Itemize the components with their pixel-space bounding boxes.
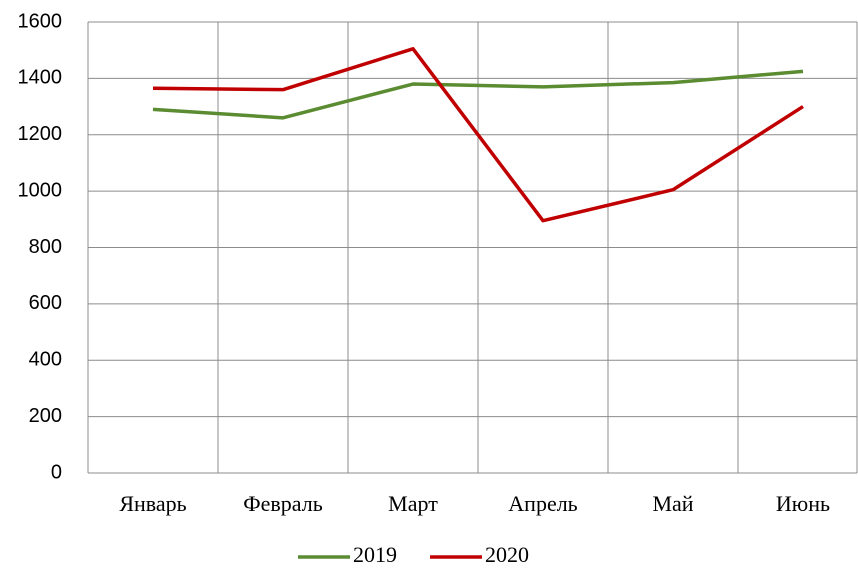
legend-label: 2019: [353, 542, 397, 567]
y-tick-label: 1000: [18, 179, 63, 201]
series-line: [152, 47, 804, 223]
y-tick-label: 1200: [18, 123, 63, 145]
y-tick-label: 400: [29, 349, 62, 371]
y-tick-label: 600: [29, 292, 62, 314]
x-tick-label: Январь: [119, 491, 186, 516]
legend-label: 2020: [485, 542, 529, 567]
y-tick-label: 200: [29, 405, 62, 427]
y-tick-label: 800: [29, 236, 62, 258]
x-tick-label: Май: [652, 491, 693, 516]
y-tick-label: 0: [51, 461, 62, 483]
x-tick-label: Июнь: [776, 491, 830, 516]
x-tick-label: Март: [388, 491, 438, 516]
x-tick-label: Февраль: [243, 491, 323, 516]
x-tick-label: Апрель: [508, 491, 577, 516]
series-line: [152, 69, 804, 120]
y-tick-label: 1400: [18, 67, 63, 89]
y-tick-label: 1600: [18, 10, 63, 32]
